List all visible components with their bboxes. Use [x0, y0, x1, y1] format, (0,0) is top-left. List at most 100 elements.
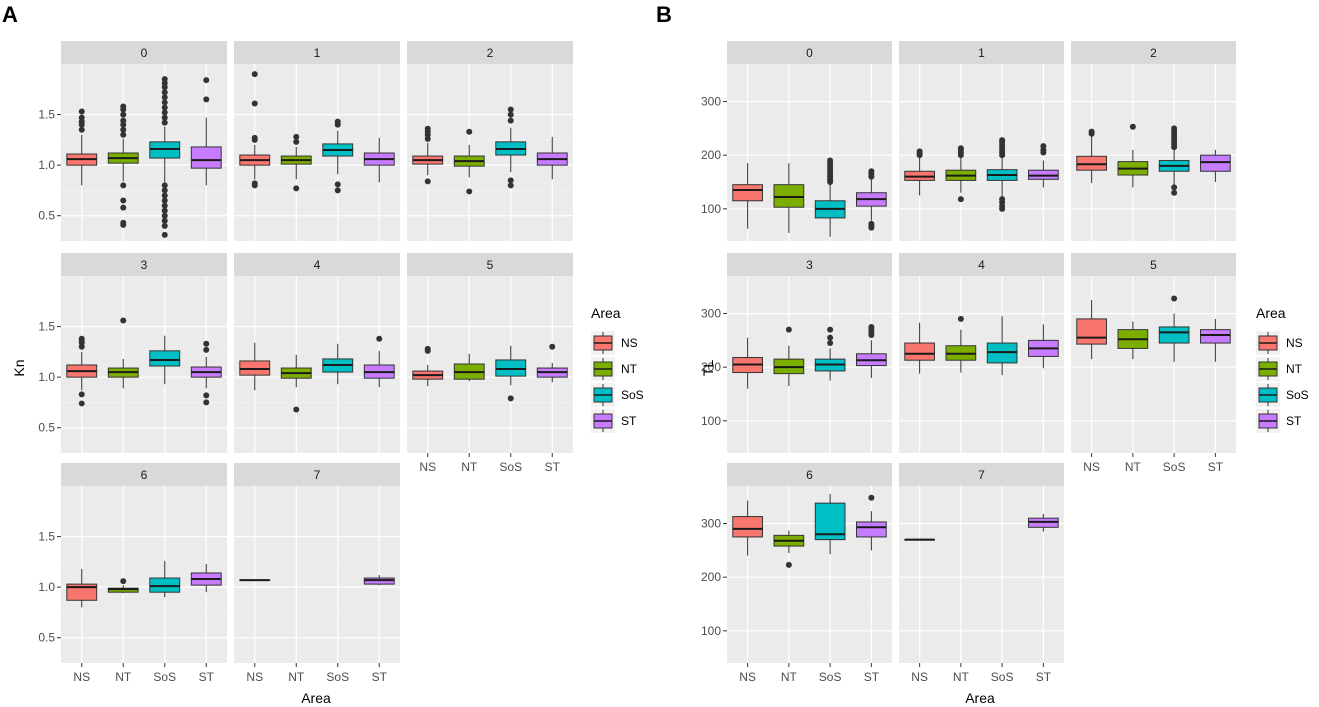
y-tick-label: 100 [701, 202, 721, 216]
facet-2: 2 [1071, 41, 1236, 241]
facet-strip [899, 253, 1064, 276]
legend-key-ns [1256, 331, 1280, 355]
box-st [1028, 143, 1059, 188]
x-tick-label: NS [739, 670, 756, 684]
chart-a: 0 0.5 1.0 1.5 1 2 3 0.5 1.0 1.5 4 5 NS NT SoS ST 6 0.5 1.0… [11, 41, 644, 706]
outlier-point [120, 578, 127, 585]
facet-1: 1 [899, 41, 1064, 241]
outlier-point [203, 346, 210, 353]
facet-strip [234, 41, 400, 64]
box-ns [412, 345, 444, 387]
y-tick-label: 1.5 [38, 320, 55, 334]
y-tick-label: 1.5 [38, 108, 55, 122]
iqr-box [363, 577, 395, 585]
outlier-point [203, 77, 210, 84]
iqr-box [1200, 154, 1231, 172]
facet-strip [727, 41, 892, 64]
y-axis-title: TL [700, 360, 716, 377]
facet-strip [727, 253, 892, 276]
iqr-box [1076, 318, 1107, 345]
box-nt [773, 530, 805, 568]
facet-0: 0 0.5 1.0 1.5 [38, 41, 227, 241]
outlier-point [916, 148, 923, 155]
outlier-point [161, 192, 168, 199]
x-tick-label: NT [115, 670, 132, 684]
box-nt [945, 145, 977, 203]
x-tick-label: ST [1036, 670, 1052, 684]
box-st [190, 563, 222, 593]
outlier-point [999, 137, 1006, 144]
outlier-point [424, 178, 431, 185]
outlier-point [1171, 125, 1178, 132]
x-tick-label: SoS [819, 670, 842, 684]
legend-key-nt [1256, 357, 1280, 381]
legend-label: ST [621, 414, 637, 428]
outlier-point [120, 131, 127, 138]
facet-1: 1 [234, 41, 400, 241]
outlier-point [161, 76, 168, 83]
facet-strip [899, 41, 1064, 64]
x-tick-label: NS [73, 670, 90, 684]
outlier-point [293, 138, 300, 145]
iqr-box [904, 342, 935, 361]
outlier-point [251, 100, 258, 107]
outlier-point [827, 157, 834, 164]
box-ns [1076, 128, 1107, 184]
facet-strip-label: 4 [314, 258, 321, 272]
outlier-point [251, 134, 258, 141]
outlier-point [78, 126, 85, 133]
outlier-point [293, 133, 300, 140]
outlier-point [466, 128, 473, 135]
outlier-point [161, 182, 168, 189]
panel-background [727, 64, 892, 241]
facet-strip-label: 1 [314, 46, 321, 60]
facet-0: 0 100 200 300 [701, 41, 892, 241]
box-ns [904, 322, 935, 374]
x-tick-label: ST [1208, 460, 1224, 474]
iqr-box [732, 184, 763, 202]
facet-strip [234, 463, 400, 486]
y-tick-label: 1.0 [38, 370, 55, 384]
iqr-box [856, 521, 887, 538]
outlier-point [334, 187, 341, 194]
panel-background [407, 276, 573, 453]
panel-background [407, 64, 573, 241]
panel-letter-a: A [2, 2, 18, 27]
x-tick-label: SoS [499, 460, 522, 474]
box-sos [1158, 295, 1190, 362]
box-sos [495, 345, 527, 402]
box-nt [773, 326, 805, 386]
box-sos [149, 560, 181, 598]
legend-label: NT [1286, 362, 1303, 376]
legend-key-st [591, 409, 615, 433]
outlier-point [78, 114, 85, 121]
box-st [536, 343, 568, 383]
y-tick-label: 0.5 [38, 421, 55, 435]
outlier-point [78, 391, 85, 398]
facet-strip [727, 463, 892, 486]
panel-background [899, 486, 1064, 663]
y-tick-label: 100 [701, 414, 721, 428]
outlier-point [120, 126, 127, 133]
y-tick-label: 0.5 [38, 209, 55, 223]
outlier-point [120, 197, 127, 204]
box-ns [732, 337, 763, 389]
box-sos [322, 118, 354, 194]
iqr-box [149, 141, 181, 159]
box-sos [1158, 125, 1190, 196]
x-tick-label: ST [199, 670, 215, 684]
box-nt [107, 103, 139, 228]
y-axis-title: Kn [11, 359, 27, 376]
outlier-point [203, 340, 210, 347]
outlier-point [161, 212, 168, 219]
outlier-point [957, 315, 964, 322]
box-sos [322, 343, 354, 385]
x-tick-label: NT [461, 460, 478, 474]
panel-background [899, 64, 1064, 241]
box-st [1200, 318, 1231, 362]
outlier-point [1129, 123, 1136, 130]
x-tick-label: NT [781, 670, 798, 684]
legend-key-sos [1256, 383, 1280, 407]
panel-background [234, 486, 400, 663]
